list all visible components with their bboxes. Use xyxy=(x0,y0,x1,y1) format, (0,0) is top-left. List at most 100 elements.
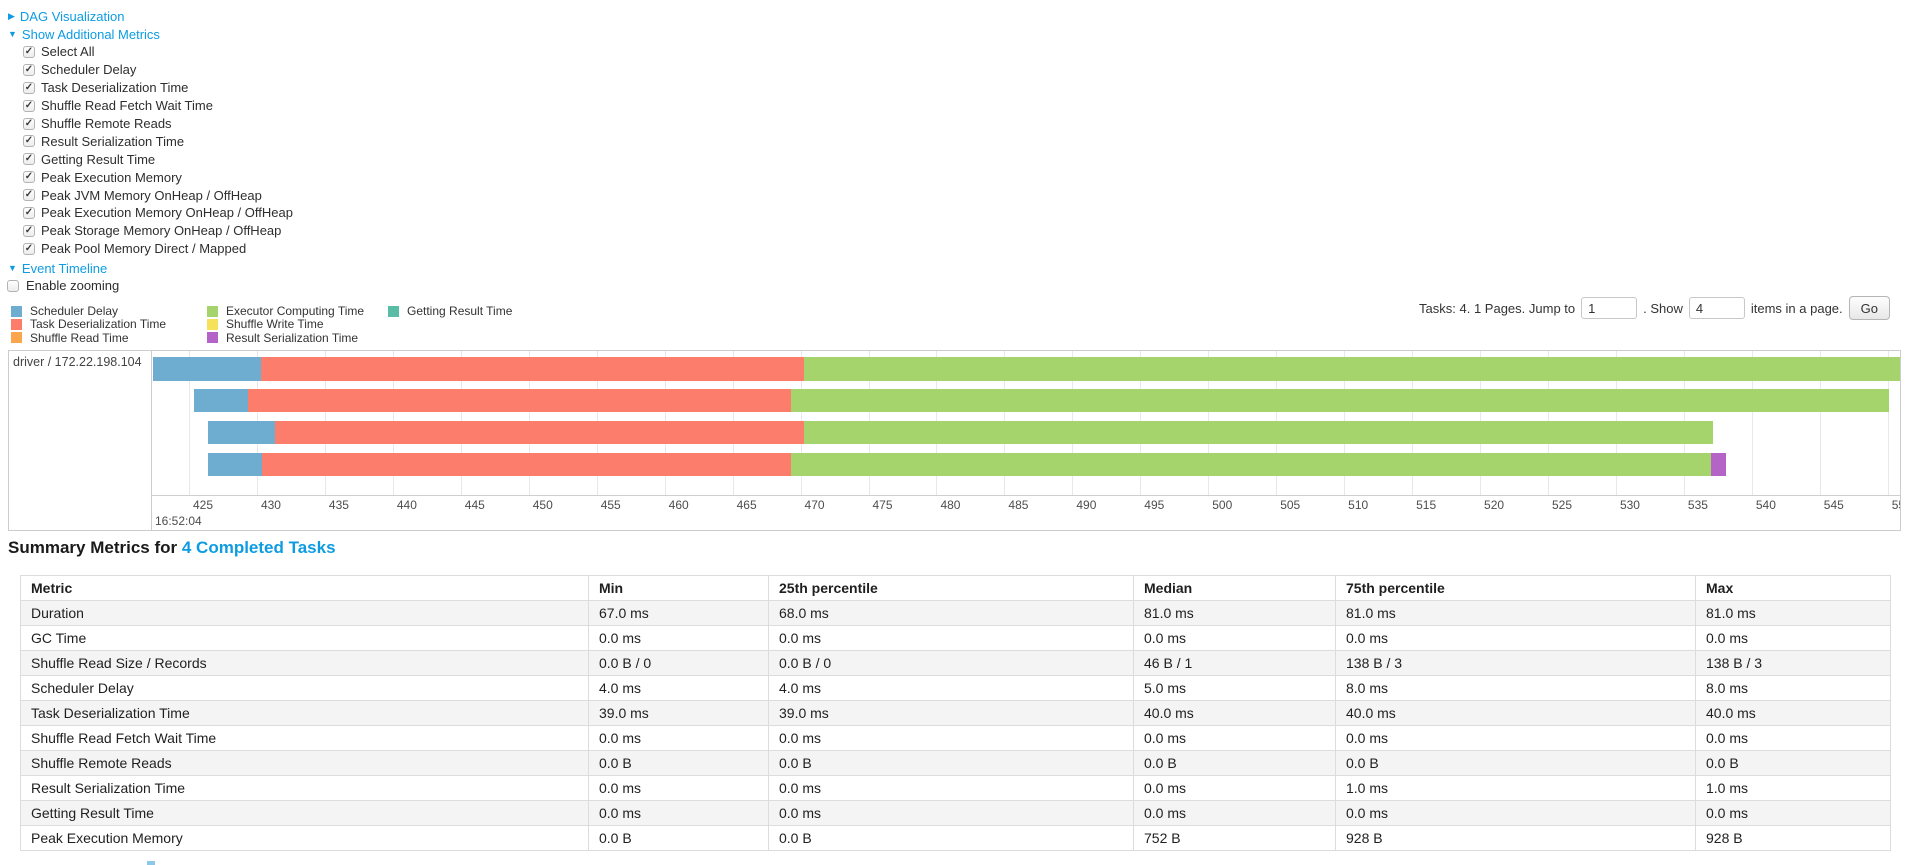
chevron-down-icon: ▼ xyxy=(8,29,17,39)
summary-metric-value: 752 B xyxy=(1133,825,1336,851)
summary-metric-name: Shuffle Read Fetch Wait Time xyxy=(20,725,589,751)
pagination-show-text: . Show xyxy=(1643,300,1683,316)
metric-checkbox-task-deserialization-time[interactable]: Task Deserialization Time xyxy=(23,79,293,97)
task-0-segment-scheduler-delay[interactable] xyxy=(153,357,261,381)
checkbox-checked-icon xyxy=(23,171,35,184)
task-0-segment-task-deserialization[interactable] xyxy=(261,357,804,381)
metric-checkbox-shuffle-remote-reads[interactable]: Shuffle Remote Reads xyxy=(23,115,293,133)
timeline-tick-label: 525 xyxy=(1552,498,1573,512)
summary-metric-value: 46 B / 1 xyxy=(1133,650,1336,676)
task-3-segment-task-deserialization[interactable] xyxy=(262,453,791,476)
summary-heading-prefix: Summary Metrics for xyxy=(8,538,178,557)
metric-checkbox-result-serialization-time[interactable]: Result Serialization Time xyxy=(23,132,293,150)
summary-metric-value: 0.0 ms xyxy=(768,625,1134,651)
legend-item-scheduler-delay: Scheduler Delay xyxy=(11,304,118,318)
executor-group-label: driver / 172.22.198.104 xyxy=(13,355,142,369)
summary-metric-value: 8.0 ms xyxy=(1335,675,1696,701)
summary-metric-value: 40.0 ms xyxy=(1133,700,1336,726)
task-1-segment-scheduler-delay[interactable] xyxy=(194,389,248,412)
timeline-tick-label: 500 xyxy=(1212,498,1233,512)
legend-label: Executor Computing Time xyxy=(226,304,365,318)
timeline-gridline xyxy=(1887,351,1889,495)
checkbox-checked-icon xyxy=(23,189,35,202)
event-timeline-chart: 425 430 435 440 445 450 455 460 465 470 475 480 485 4… xyxy=(8,350,1901,531)
metric-checkbox-label: Shuffle Read Fetch Wait Time xyxy=(41,98,213,114)
metric-checkbox-label: Peak Execution Memory OnHeap / OffHeap xyxy=(41,205,293,221)
task-2-segment-task-deserialization[interactable] xyxy=(275,421,804,444)
summary-metric-value: 67.0 ms xyxy=(588,600,769,626)
summary-metric-value: 0.0 B xyxy=(768,825,1134,851)
legend-label: Shuffle Read Time xyxy=(30,330,129,345)
metric-checkbox-peak-jvm-memory-onheap-offheap[interactable]: Peak JVM Memory OnHeap / OffHeap xyxy=(23,186,293,204)
metric-checkbox-shuffle-read-fetch-wait-time[interactable]: Shuffle Read Fetch Wait Time xyxy=(23,97,293,115)
chevron-down-icon: ▼ xyxy=(8,263,17,273)
summary-row-shuffle-read-fetch-wait-time: Shuffle Read Fetch Wait Time 0.0 ms 0.0 ms… xyxy=(20,725,1891,751)
timeline-tick-label: 475 xyxy=(872,498,893,512)
summary-column-metric: Metric xyxy=(20,575,589,601)
timeline-tick-label: 455 xyxy=(600,498,621,512)
checkbox-checked-icon xyxy=(23,81,35,94)
enable-zooming-label: Enable zooming xyxy=(26,278,120,293)
metric-checkbox-label: Peak Execution Memory xyxy=(41,169,182,185)
summary-metric-value: 1.0 ms xyxy=(1695,775,1891,801)
task-3-segment-scheduler-delay[interactable] xyxy=(208,453,262,476)
timeline-tick-label: 520 xyxy=(1484,498,1505,512)
summary-row-result-serialization-time: Result Serialization Time 0.0 ms 0.0 ms 0.0… xyxy=(20,775,1891,801)
legend-swatch-icon xyxy=(11,332,22,344)
metric-checkbox-getting-result-time[interactable]: Getting Result Time xyxy=(23,150,293,168)
metric-checkbox-select-all[interactable]: Select All xyxy=(23,43,293,61)
enable-zooming-checkbox[interactable]: Enable zooming xyxy=(7,278,119,293)
summary-metric-value: 0.0 B xyxy=(1133,750,1336,776)
timeline-tick-label: 465 xyxy=(736,498,757,512)
summary-metric-value: 1.0 ms xyxy=(1335,775,1696,801)
go-button[interactable]: Go xyxy=(1848,296,1890,320)
summary-row-peak-execution-memory: Peak Execution Memory 0.0 B 0.0 B 752 B 928 … xyxy=(20,825,1891,851)
legend-swatch-icon xyxy=(207,318,218,330)
show-additional-metrics-toggle[interactable]: ▼ Show Additional Metrics xyxy=(8,27,160,42)
legend-item-executor-computing-time: Executor Computing Time xyxy=(207,304,364,318)
metric-checkbox-peak-execution-memory-onheap-offheap[interactable]: Peak Execution Memory OnHeap / OffHeap xyxy=(23,204,293,222)
timeline-tick-label: 495 xyxy=(1144,498,1165,512)
items-per-page-input[interactable] xyxy=(1688,297,1745,319)
legend-swatch-icon xyxy=(11,305,22,317)
task-1-segment-task-deserialization[interactable] xyxy=(248,389,791,412)
summary-metric-value: 0.0 B xyxy=(1335,750,1696,776)
task-3-segment-executor-computing[interactable] xyxy=(791,453,1711,476)
task-pagination: Tasks: 4. 1 Pages. Jump to . Show items … xyxy=(1419,296,1890,320)
clipped-element xyxy=(147,861,155,865)
event-timeline-toggle[interactable]: ▼ Event Timeline xyxy=(8,261,107,276)
task-3-segment-result-serialization[interactable] xyxy=(1711,453,1726,476)
timeline-tick-label: 440 xyxy=(396,498,417,512)
metric-checkbox-peak-pool-memory-direct-mapped[interactable]: Peak Pool Memory Direct / Mapped xyxy=(23,240,293,258)
legend-label: Task Deserialization Time xyxy=(30,317,167,332)
summary-metric-name: GC Time xyxy=(20,625,589,651)
summary-metric-value: 0.0 ms xyxy=(1335,800,1696,826)
task-2-segment-scheduler-delay[interactable] xyxy=(208,421,275,444)
metric-checkbox-scheduler-delay[interactable]: Scheduler Delay xyxy=(23,61,293,79)
event-timeline-label: Event Timeline xyxy=(21,261,108,276)
summary-metric-value: 0.0 ms xyxy=(1133,800,1336,826)
summary-column-75th-percentile: 75th percentile xyxy=(1335,575,1696,601)
task-1-segment-executor-computing[interactable] xyxy=(791,389,1889,412)
summary-metric-value: 68.0 ms xyxy=(768,600,1134,626)
metric-checkbox-peak-storage-memory-onheap-offheap[interactable]: Peak Storage Memory OnHeap / OffHeap xyxy=(23,222,293,240)
summary-metric-value: 0.0 ms xyxy=(768,775,1134,801)
summary-metric-name: Duration xyxy=(20,600,589,626)
task-0-segment-executor-computing[interactable] xyxy=(804,357,1900,381)
pagination-tasks-text: Tasks: 4. 1 Pages. Jump to xyxy=(1419,300,1576,316)
timeline-tick-label: 515 xyxy=(1416,498,1437,512)
summary-metric-value: 81.0 ms xyxy=(1133,600,1336,626)
summary-metric-value: 928 B xyxy=(1335,825,1696,851)
legend-item-getting-result-time: Getting Result Time xyxy=(388,304,512,318)
task-2-segment-executor-computing[interactable] xyxy=(804,421,1713,444)
summary-column-min: Min xyxy=(588,575,769,601)
pagination-items-text: items in a page. xyxy=(1750,300,1843,316)
metric-checkbox-peak-execution-memory[interactable]: Peak Execution Memory xyxy=(23,168,293,186)
jump-to-page-input[interactable] xyxy=(1581,297,1638,319)
legend-swatch-icon xyxy=(11,318,22,330)
dag-visualization-toggle[interactable]: ▶ DAG Visualization xyxy=(8,9,124,24)
summary-row-duration: Duration 67.0 ms 68.0 ms 81.0 ms 81.0 ms 81.0… xyxy=(20,600,1891,626)
completed-tasks-link[interactable]: 4 Completed Tasks xyxy=(181,538,336,557)
summary-metric-value: 40.0 ms xyxy=(1695,700,1891,726)
summary-metric-value: 928 B xyxy=(1695,825,1891,851)
